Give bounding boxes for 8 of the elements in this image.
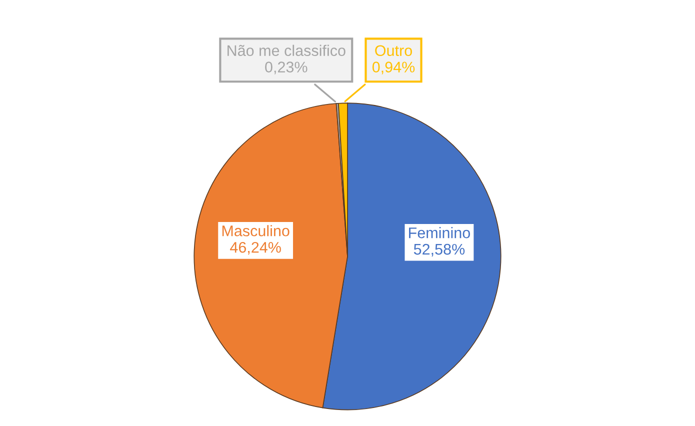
slice-label: Feminino [409,227,470,238]
data-label: 0,23% [265,62,308,74]
slice-label: Outro [375,45,412,56]
slice-label: Não me classifico [228,44,346,56]
data-label: 52,58% [414,244,465,256]
slice-label: Masculino [222,225,290,236]
data-label: 46,24% [230,242,281,255]
data-label: 0,94% [372,62,415,74]
